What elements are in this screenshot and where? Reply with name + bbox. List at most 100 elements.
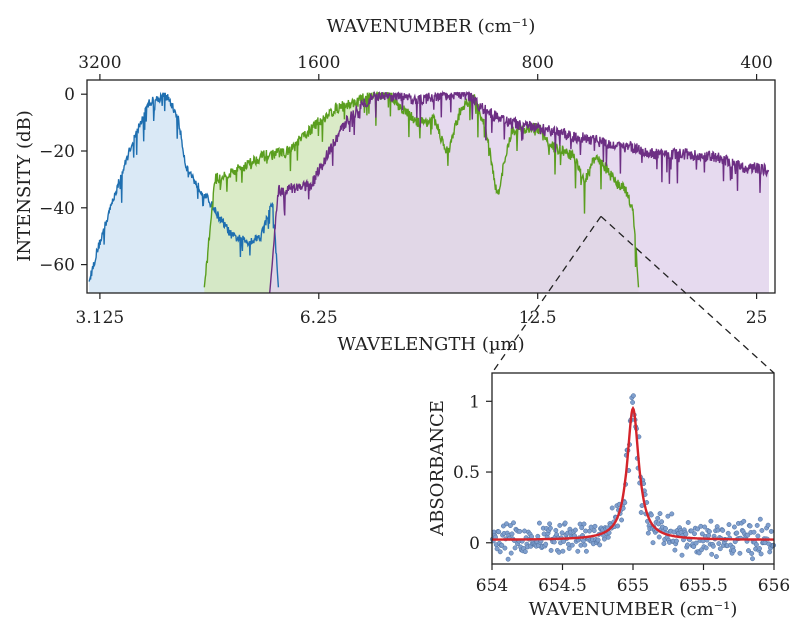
x-tick-label: 25 (746, 308, 768, 328)
data-point (708, 518, 714, 524)
data-point (731, 524, 737, 530)
data-point (588, 524, 594, 530)
data-point (615, 523, 621, 529)
data-point (587, 528, 592, 534)
data-point (630, 393, 636, 399)
x-tick-label: 3.125 (76, 308, 125, 328)
data-point (547, 525, 553, 531)
data-point (725, 530, 731, 536)
data-point (741, 518, 747, 524)
zoom-line-right (600, 215, 775, 374)
inset-fit-curve (492, 405, 774, 541)
data-point (579, 525, 585, 531)
data-point (661, 541, 667, 547)
data-point (679, 552, 685, 558)
main-plot-ticks: 3.125 6.25 12.5 25 3200 1600 800 400 0 −20 −40 −60 (39, 53, 773, 328)
data-point (522, 549, 528, 555)
data-point (717, 546, 723, 552)
data-point (511, 520, 516, 526)
data-point (757, 546, 762, 551)
data-point (755, 533, 761, 539)
main-plot-fills (89, 92, 769, 293)
data-point (753, 542, 759, 548)
zoom-line-left (491, 215, 602, 374)
data-point (709, 551, 715, 557)
data-point (562, 520, 568, 526)
data-point (517, 528, 523, 534)
data-point (601, 536, 607, 542)
data-point (597, 542, 603, 548)
data-point (496, 529, 502, 535)
data-point (650, 540, 656, 546)
data-point (657, 511, 663, 517)
data-point (659, 519, 665, 525)
data-point (767, 549, 773, 555)
data-point (582, 542, 588, 548)
data-point (737, 550, 743, 556)
data-point (504, 521, 509, 527)
y-axis-label: INTENSITY (dB) (14, 110, 35, 262)
x-axis-label: WAVELENGTH (µm) (337, 334, 524, 355)
data-point (505, 556, 511, 562)
data-point (547, 521, 553, 527)
data-point (499, 542, 505, 548)
data-point (553, 527, 559, 533)
data-point (758, 551, 764, 557)
data-point (706, 532, 712, 538)
main-plot-frame (86, 79, 776, 294)
data-point (713, 554, 719, 560)
data-point (685, 520, 691, 525)
y-tick-label: −60 (39, 256, 75, 276)
data-point (648, 512, 654, 518)
data-point (750, 556, 755, 562)
data-point (508, 550, 514, 556)
data-point (655, 515, 661, 521)
data-point (669, 511, 675, 517)
spectrum-2-green-line (203, 90, 640, 288)
inset-y-tick-label: 1 (469, 392, 480, 412)
data-point (768, 528, 774, 534)
data-point (720, 527, 726, 533)
data-point (551, 539, 557, 545)
data-point (512, 545, 518, 551)
data-point (751, 529, 757, 535)
data-point (557, 522, 563, 528)
data-point (747, 523, 753, 529)
data-point (509, 531, 515, 537)
data-point (699, 531, 705, 537)
x-tick-label: 6.25 (300, 308, 338, 328)
data-point (693, 540, 699, 546)
inset-x-tick-label: 656 (758, 576, 790, 596)
data-point (497, 549, 503, 555)
data-point (630, 399, 636, 405)
inset-y-axis-label: ABSORBANCE (427, 400, 448, 537)
data-point (605, 534, 611, 540)
data-point (575, 548, 581, 554)
data-point (710, 543, 716, 549)
main-plot-lines (88, 90, 770, 294)
data-point (609, 505, 615, 511)
data-point (731, 548, 737, 554)
data-point (566, 546, 572, 551)
data-point (692, 531, 697, 537)
top-tick-label: 1600 (297, 53, 340, 73)
data-point (716, 541, 722, 547)
data-point (749, 551, 755, 556)
data-point (703, 545, 709, 551)
data-point (548, 547, 554, 553)
top-tick-label: 400 (740, 53, 772, 73)
inset-x-tick-label: 654.5 (538, 576, 587, 596)
data-point (663, 526, 668, 531)
data-point (765, 522, 771, 528)
y-tick-label: −40 (39, 199, 75, 219)
data-point (560, 548, 566, 554)
data-point (502, 545, 508, 551)
data-point (638, 510, 644, 515)
data-point (672, 547, 678, 553)
data-point (757, 516, 763, 522)
inset-x-tick-label: 655.5 (679, 576, 728, 596)
zoom-connector (491, 215, 775, 374)
data-point (595, 537, 601, 543)
